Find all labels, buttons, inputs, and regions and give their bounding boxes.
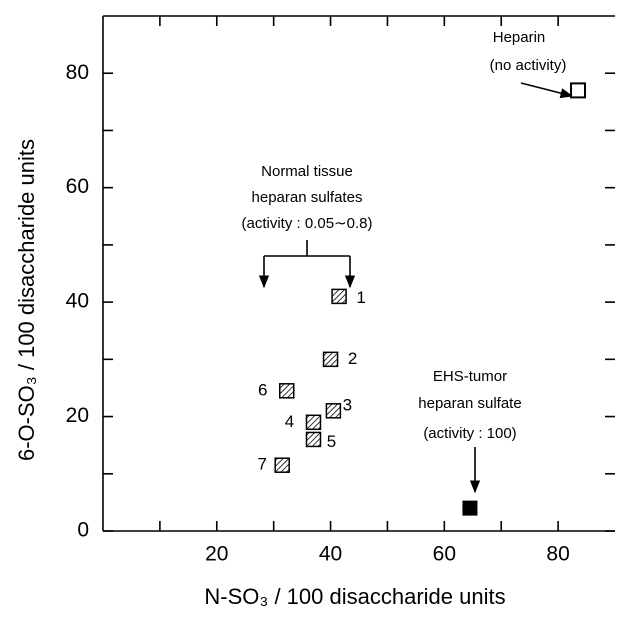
y-tick-label: 60 xyxy=(66,175,89,198)
point xyxy=(279,383,295,399)
point-label: 4 xyxy=(285,412,294,431)
annotation: heparan sulfates xyxy=(252,189,363,206)
y-tick-label: 0 xyxy=(77,519,89,542)
y-tick-label: 20 xyxy=(66,404,89,427)
normal-bracket xyxy=(264,240,350,257)
heparin-arrow xyxy=(520,82,574,99)
point xyxy=(305,431,322,448)
point xyxy=(305,414,322,431)
annotation: (activity : 0.05∼0.8) xyxy=(242,215,373,232)
annotation: (no activity) xyxy=(490,57,567,74)
y-tick-label: 80 xyxy=(66,61,89,84)
annotation: heparan sulfate xyxy=(418,395,521,412)
annotation: Normal tissue xyxy=(261,163,353,180)
x-tick-label: 40 xyxy=(319,543,342,566)
point-label: 5 xyxy=(327,432,336,451)
y-tick-label: 40 xyxy=(66,290,89,313)
point-label: 2 xyxy=(348,349,357,368)
y-axis-label: 6-O-SO₃ / 100 disaccharide units xyxy=(14,139,39,461)
point xyxy=(325,403,342,419)
point-label: 3 xyxy=(343,395,352,414)
point xyxy=(322,351,339,368)
point xyxy=(331,288,347,305)
x-tick-label: 60 xyxy=(433,543,456,566)
x-axis-label: N-SO₃ / 100 disaccharide units xyxy=(204,584,505,609)
annotation: EHS-tumor xyxy=(433,368,507,385)
point xyxy=(462,500,478,516)
point-label: 6 xyxy=(258,380,267,399)
point-label: 7 xyxy=(257,455,266,474)
point xyxy=(570,82,587,99)
annotation: (activity : 100) xyxy=(423,425,516,442)
annotation: Heparin xyxy=(493,29,546,46)
x-tick-label: 20 xyxy=(205,543,228,566)
x-tick-label: 80 xyxy=(546,543,569,566)
point xyxy=(274,457,290,473)
annotations xyxy=(258,82,574,494)
point-label: 1 xyxy=(356,288,365,307)
